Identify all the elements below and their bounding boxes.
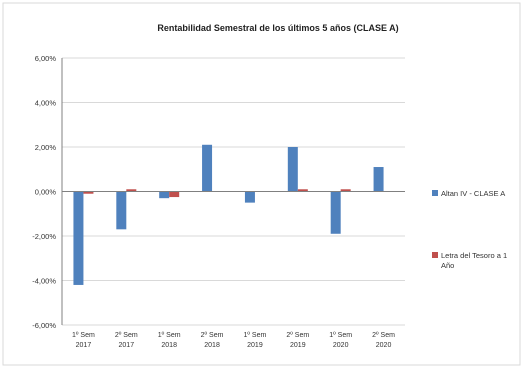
bar-altan-iv	[159, 191, 170, 199]
x-tick-label: 2018	[204, 342, 220, 349]
x-tick-label: 2020	[333, 342, 349, 349]
chart-title: Rentabilidad Semestral de los últimos 5 …	[157, 23, 398, 33]
x-tick-label: 2º Sem	[372, 332, 395, 339]
bars	[73, 144, 384, 285]
x-tick-label: 1º Sem	[158, 332, 181, 339]
bar-letra-tesoro	[126, 189, 137, 192]
x-tick-label: 2017	[119, 342, 135, 349]
x-axis-tick-labels: 1º Sem 2017 2º Sem 2017 1º Sem 2018 2º Sem 2018…	[72, 332, 395, 349]
x-tick-label: 2º Sem	[115, 332, 138, 339]
bar-letra-tesoro	[169, 191, 180, 198]
x-tick-label: 1º Sem	[72, 332, 95, 339]
legend-label: Letra del Tesoro a 1 Año	[441, 251, 507, 270]
y-axis-tick-labels: 6,00% 4,00% 2,00% 0,00% -2,00% -4,00% -6,00%	[32, 54, 56, 330]
x-tick-label: 2º Sem	[201, 332, 224, 339]
bar-letra-tesoro	[297, 189, 308, 192]
legend-label: Altan IV - CLASE A	[441, 189, 505, 198]
bar-altan-iv	[73, 191, 84, 285]
legend-swatch	[432, 252, 438, 258]
x-tick-label: 2019	[247, 342, 263, 349]
bar-letra-tesoro	[83, 191, 94, 194]
x-tick-label: 2019	[290, 342, 306, 349]
y-tick-label: 0,00%	[35, 188, 57, 197]
bar-altan-iv	[330, 191, 341, 234]
x-tick-label: 2017	[76, 342, 92, 349]
y-tick-label: -4,00%	[32, 277, 56, 286]
chart-frame	[2, 2, 521, 366]
bar-altan-iv	[373, 167, 384, 192]
bar-altan-iv	[202, 144, 213, 192]
x-tick-label: 1º Sem	[244, 332, 267, 339]
x-tick-label: 2020	[376, 342, 392, 349]
y-tick-label: 4,00%	[35, 99, 57, 108]
y-tick-label: -6,00%	[32, 321, 56, 330]
legend: Altan IV - CLASE A Letra del Tesoro a 1 Añ…	[432, 189, 507, 270]
y-tick-label: 6,00%	[35, 54, 57, 63]
bar-altan-iv	[244, 191, 255, 203]
bar-altan-iv	[287, 147, 298, 192]
bar-letra-tesoro	[340, 189, 351, 192]
x-tick-label: 1º Sem	[329, 332, 352, 339]
y-tick-label: -2,00%	[32, 232, 56, 241]
bar-altan-iv	[116, 191, 127, 230]
x-tick-label: 2018	[161, 342, 177, 349]
x-tick-label: 2º Sem	[286, 332, 309, 339]
y-tick-label: 2,00%	[35, 143, 57, 152]
legend-swatch	[432, 190, 438, 196]
